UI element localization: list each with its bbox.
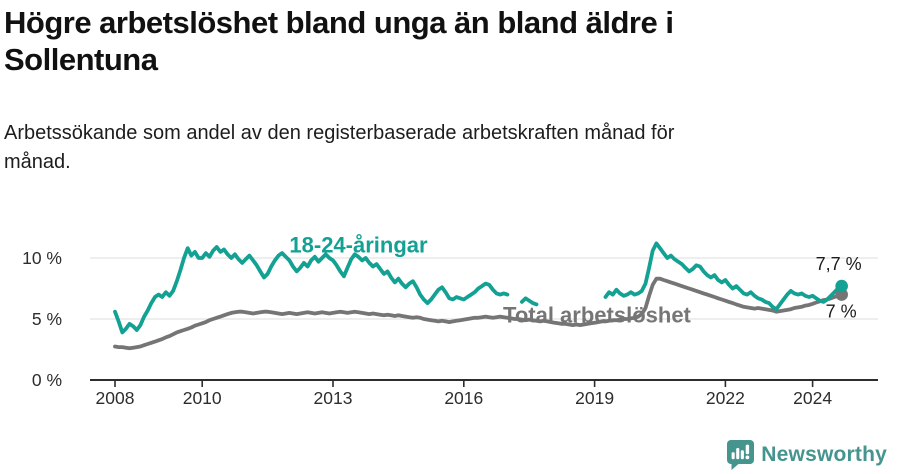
x-tick-label: 2016	[444, 388, 483, 408]
end-dot	[835, 279, 848, 293]
bar-chart-speech-bubble-icon	[727, 440, 755, 470]
series-youth	[113, 241, 844, 335]
x-tick-label: 2013	[314, 388, 353, 408]
chart-subtitle: Arbetssökande som andel av den registerb…	[4, 119, 884, 177]
newsworthy-wordmark: Newsworthy	[761, 443, 887, 466]
x-tick-label: 2019	[575, 388, 614, 408]
x-tick-label: 2010	[183, 388, 222, 408]
x-tick-label: 2022	[706, 388, 745, 408]
total-line	[113, 276, 844, 351]
youth-line	[520, 296, 539, 307]
gridlines	[90, 257, 878, 320]
youth-line	[113, 245, 510, 335]
y-tick-label: 5 %	[32, 309, 62, 329]
title-line: Högre arbetslöshet bland unga än bland ä…	[4, 5, 674, 40]
series-total	[113, 276, 844, 351]
y-tick-label: 0 %	[32, 370, 62, 390]
end-value-label: 7 %	[826, 302, 857, 322]
subtitle-line: månad.	[4, 151, 71, 173]
youth-line	[603, 241, 844, 312]
newsworthy-logo: Newsworthy	[727, 440, 887, 470]
y-tick-label: 10 %	[22, 248, 62, 268]
series-label: 18-24-åringar	[289, 233, 428, 258]
page-title: Högre arbetslöshet bland unga än bland ä…	[4, 4, 884, 78]
series-label: Total arbetslöshet	[503, 303, 692, 328]
end-markers: 7 % 7,7 %	[816, 254, 862, 322]
x-axis: 2008 2010 2013 2016 2019 2022 2024	[90, 379, 878, 408]
y-axis-labels: 0 % 5 % 10 %	[22, 248, 62, 390]
x-tick-label: 2008	[96, 388, 135, 408]
line-chart: 2008 2010 2013 2016 2019 2022 2024 0 %5 %10 % …	[22, 233, 878, 408]
title-line: Sollentuna	[4, 42, 158, 77]
x-tick-label: 2024	[793, 388, 832, 408]
end-value-label: 7,7 %	[816, 254, 862, 274]
series-annotations: 18-24-åringar Total arbetslöshet	[289, 233, 691, 328]
subtitle-line: Arbetssökande som andel av den registerb…	[4, 122, 675, 144]
